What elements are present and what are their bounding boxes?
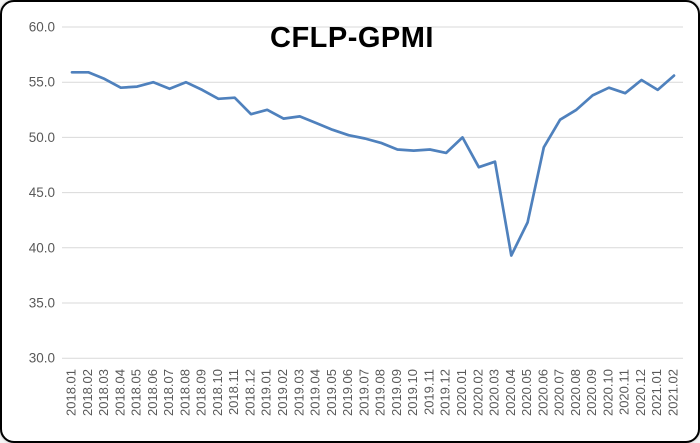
x-axis-label: 2021.01 xyxy=(649,369,664,416)
x-axis-label: 2018.07 xyxy=(161,369,176,416)
x-axis-label: 2018.02 xyxy=(80,369,95,416)
x-axis-label: 2020.08 xyxy=(568,369,583,416)
x-axis-label: 2020.04 xyxy=(503,369,518,416)
y-axis-labels: 60.0 55.0 50.0 45.0 40.0 35.0 30.0 xyxy=(29,20,55,366)
x-axis-label: 2018.05 xyxy=(129,369,144,416)
x-axis-label: 2020.02 xyxy=(470,369,485,416)
x-axis-label: 2020.09 xyxy=(584,369,599,416)
x-axis-labels: 2018.01 2018.02 2018.03 2018.04 2018.05 2018.… xyxy=(64,369,681,416)
x-axis-label: 2018.03 xyxy=(96,369,111,416)
y-axis-label: 55.0 xyxy=(29,75,55,90)
x-axis-label: 2019.12 xyxy=(438,369,453,416)
x-axis-label: 2019.05 xyxy=(324,369,339,416)
x-axis-label: 2018.12 xyxy=(242,369,257,416)
x-axis-label: 2018.08 xyxy=(177,369,192,416)
x-axis-label: 2020.01 xyxy=(454,369,469,416)
x-axis-label: 2020.06 xyxy=(535,369,550,416)
x-axis-label: 2019.02 xyxy=(275,369,290,416)
x-axis-label: 2018.04 xyxy=(112,369,127,416)
x-axis-label: 2020.05 xyxy=(519,369,534,416)
x-axis-label: 2020.07 xyxy=(552,369,567,416)
x-axis-label: 2020.03 xyxy=(487,369,502,416)
y-axis-label: 30.0 xyxy=(29,351,55,366)
x-axis-label: 2018.09 xyxy=(194,369,209,416)
x-axis-label: 2020.11 xyxy=(617,369,632,415)
y-axis-label: 35.0 xyxy=(29,296,55,311)
x-axis-label: 2019.01 xyxy=(259,369,274,416)
y-axis-label: 40.0 xyxy=(29,240,55,255)
y-axis-label: 50.0 xyxy=(29,130,55,145)
x-axis-label: 2019.11 xyxy=(421,369,436,415)
x-axis-label: 2019.08 xyxy=(373,369,388,416)
x-axis-label: 2018.10 xyxy=(210,369,225,416)
x-axis-label: 2019.07 xyxy=(356,369,371,416)
x-axis-label: 2018.01 xyxy=(64,369,79,416)
x-axis-label: 2021.02 xyxy=(666,369,681,416)
gridlines xyxy=(62,26,683,359)
y-axis-label: 45.0 xyxy=(29,185,55,200)
x-axis-label: 2019.10 xyxy=(405,369,420,416)
x-axis-label: 2019.09 xyxy=(389,369,404,416)
x-axis-label: 2020.12 xyxy=(633,369,648,416)
pmi-line-series xyxy=(70,70,676,257)
x-axis-label: 2018.06 xyxy=(145,369,160,416)
x-axis-label: 2019.03 xyxy=(291,369,306,416)
y-axis-label: 60.0 xyxy=(29,20,55,35)
x-axis-label: 2020.10 xyxy=(600,369,615,416)
x-axis-label: 2019.04 xyxy=(308,369,323,416)
x-axis-label: 2018.11 xyxy=(226,369,241,415)
x-axis-label: 2019.06 xyxy=(340,369,355,416)
